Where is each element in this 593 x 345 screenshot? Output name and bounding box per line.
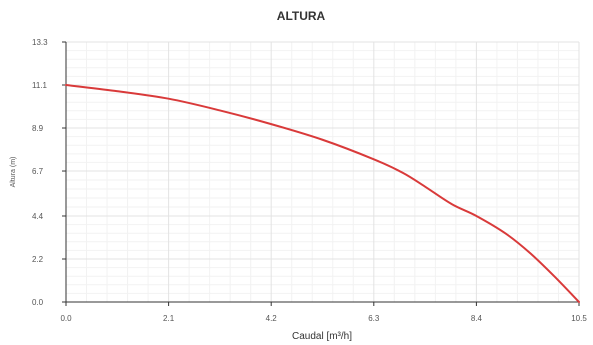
x-tick-label: 2.1	[163, 314, 175, 323]
series-line-0	[65, 84, 580, 303]
x-tick-label: 0.0	[60, 314, 72, 323]
y-tick-label: 13.3	[32, 38, 48, 47]
y-tick-label: 0.0	[32, 298, 44, 307]
x-tick-label: 4.2	[266, 314, 278, 323]
axes	[65, 42, 579, 303]
y-axis-label: Altura (m)	[10, 157, 17, 188]
x-tick-label: 6.3	[368, 314, 380, 323]
y-tick-label: 6.7	[32, 167, 44, 176]
chart-title: ALTURA	[277, 9, 326, 23]
x-axis-label: Caudal [m³/h]	[292, 331, 352, 342]
y-tick-label: 8.9	[32, 124, 44, 133]
x-tick-label: 10.5	[571, 314, 587, 323]
series	[65, 84, 580, 303]
y-tick-label: 4.4	[32, 212, 44, 221]
grid	[65, 41, 580, 303]
y-tick-label: 2.2	[32, 255, 44, 264]
x-tick-label: 8.4	[471, 314, 483, 323]
y-tick-label: 11.1	[32, 81, 48, 90]
